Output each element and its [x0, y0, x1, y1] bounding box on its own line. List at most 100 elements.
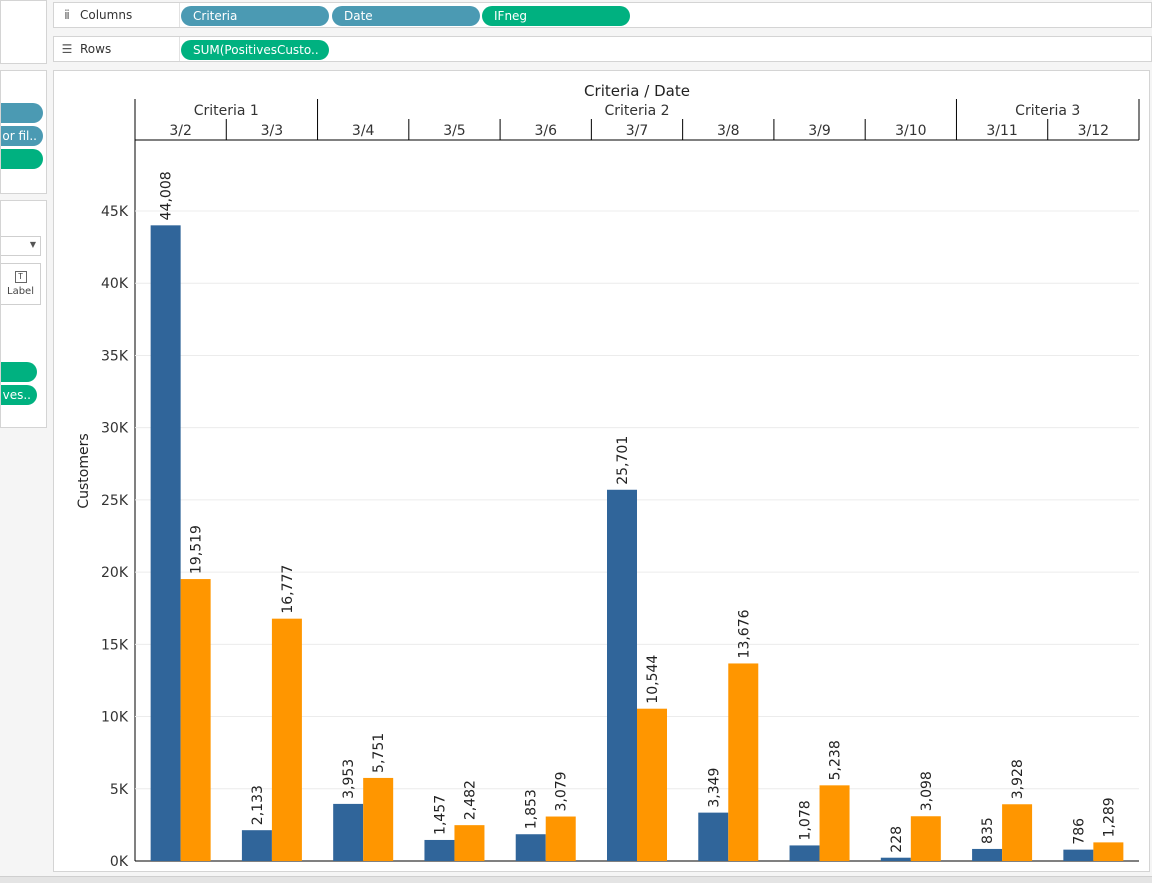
- y-tick-label: 25K: [101, 493, 129, 509]
- bar: [789, 845, 820, 861]
- columns-pill-ifneg[interactable]: IFneg: [482, 6, 630, 26]
- shelf-divider: [179, 3, 180, 27]
- marks-pill-2[interactable]: ves..: [1, 385, 37, 405]
- group-header-label: Criteria 1: [194, 103, 259, 119]
- mark-type-dropdown[interactable]: ▼: [1, 236, 41, 256]
- date-header-label: 3/9: [808, 123, 831, 139]
- group-header-label: Criteria 3: [1015, 103, 1080, 119]
- y-tick-label: 5K: [110, 782, 129, 798]
- y-tick-label: 0K: [110, 854, 129, 870]
- bar-value-label: 2,133: [250, 785, 266, 825]
- y-tick-label: 35K: [101, 348, 129, 364]
- bar: [637, 708, 667, 861]
- columns-pill-date[interactable]: Date: [332, 6, 480, 26]
- bar: [1063, 849, 1094, 861]
- bar: [607, 489, 637, 861]
- columns-pill-criteria[interactable]: Criteria: [181, 6, 329, 26]
- filters-panel: or fil..: [0, 70, 47, 194]
- bar: [819, 785, 850, 861]
- bar-value-label: 1,853: [524, 789, 540, 829]
- chevron-down-icon: ▼: [29, 240, 36, 249]
- bar-value-label: 1,078: [798, 800, 814, 840]
- bar-value-label: 5,751: [371, 733, 387, 773]
- date-header-label: 3/7: [626, 123, 649, 139]
- bar: [180, 579, 211, 861]
- rows-label: Rows: [80, 42, 112, 56]
- bar: [424, 839, 455, 861]
- bar-value-label: 3,928: [1010, 759, 1026, 799]
- y-tick-label: 10K: [101, 710, 129, 726]
- bar: [271, 618, 302, 861]
- bar: [454, 825, 485, 861]
- shelf-divider: [179, 37, 180, 61]
- columns-label: Columns: [80, 8, 133, 22]
- left-top-panel: [0, 0, 47, 64]
- filter-pill-3[interactable]: [1, 149, 43, 169]
- group-header-label: Criteria 2: [604, 103, 669, 119]
- marks-label-button[interactable]: T Label: [1, 263, 41, 305]
- bottom-tab-strip: [0, 876, 1152, 883]
- bar-value-label: 44,008: [159, 171, 175, 220]
- filter-pill-1[interactable]: [1, 103, 43, 123]
- bar: [363, 777, 394, 861]
- date-header-label: 3/10: [895, 123, 926, 139]
- y-tick-label: 20K: [101, 565, 129, 581]
- date-header-label: 3/5: [443, 123, 466, 139]
- date-header-label: 3/12: [1078, 123, 1109, 139]
- y-tick-label: 45K: [101, 204, 129, 220]
- bar: [910, 816, 941, 861]
- columns-shelf-label: ⅱ Columns: [60, 8, 132, 22]
- bar-value-label: 2,482: [462, 780, 478, 820]
- bar-value-label: 3,079: [554, 771, 570, 811]
- bar-value-label: 1,289: [1101, 797, 1117, 837]
- date-header-label: 3/8: [717, 123, 740, 139]
- bar: [1093, 842, 1124, 861]
- bar-chart: Criteria / Date Customers Criteria 13/2 3…: [76, 82, 1140, 870]
- bar: [515, 834, 546, 861]
- y-tick-label: 40K: [101, 276, 129, 292]
- rows-pill-sum-positives[interactable]: SUM(PositivesCusto..: [181, 40, 329, 60]
- label-button-text: Label: [7, 286, 34, 297]
- bar-value-label: 3,349: [706, 768, 722, 808]
- date-header-label: 3/2: [169, 123, 192, 139]
- bar-value-label: 19,519: [189, 525, 205, 574]
- chart-panel: Criteria / Date Customers Criteria 1 3/2 3…: [53, 70, 1150, 872]
- bar: [241, 830, 272, 861]
- rows-icon: ☰: [61, 42, 73, 56]
- bar-value-label: 10,544: [645, 655, 661, 704]
- date-header-label: 3/3: [261, 123, 284, 139]
- bars: [150, 225, 1124, 862]
- bar: [698, 812, 729, 861]
- filter-pill-2[interactable]: or fil..: [1, 126, 43, 146]
- marks-pill-1[interactable]: [1, 362, 37, 382]
- chart-title: Criteria / Date: [584, 82, 690, 100]
- text-label-icon: T: [14, 271, 27, 283]
- bar-value-label: 1,457: [432, 795, 448, 835]
- column-headers: Criteria 13/2 3/3 Criteria 2 3/4 3/5 3/6 3/7 3/…: [169, 99, 1140, 140]
- y-axis-label: Customers: [76, 433, 92, 508]
- bar-value-label: 3,098: [919, 771, 935, 811]
- bar-value-label: 5,238: [828, 740, 844, 780]
- date-header-label: 3/4: [352, 123, 375, 139]
- columns-shelf[interactable]: ⅱ Columns Criteria Date IFneg: [53, 2, 1152, 28]
- columns-icon: ⅱ: [64, 8, 70, 22]
- bar-value-label: 13,676: [736, 609, 752, 658]
- bar-value-label: 228: [889, 826, 905, 853]
- marks-panel: ▼ T Label ves..: [0, 200, 47, 428]
- bar: [972, 848, 1003, 861]
- bar: [333, 803, 364, 861]
- rows-shelf-label: ☰ Rows: [60, 42, 112, 56]
- bar-value-label: 786: [1071, 818, 1087, 845]
- bar-value-label: 835: [980, 817, 996, 844]
- bar: [545, 816, 576, 861]
- bar: [880, 857, 911, 861]
- y-tick-label: 30K: [101, 421, 129, 437]
- bar: [150, 225, 181, 862]
- bar-value-label: 16,777: [280, 565, 296, 614]
- bar-value-labels: 44,008 19,519 2,133 16,777 3,953 5,751 1,457 2,…: [159, 171, 1118, 852]
- bar-value-label: 25,701: [615, 436, 631, 485]
- rows-shelf[interactable]: ☰ Rows SUM(PositivesCusto..: [53, 36, 1152, 62]
- bar: [1002, 804, 1033, 861]
- date-header-label: 3/6: [534, 123, 557, 139]
- bar: [728, 663, 759, 861]
